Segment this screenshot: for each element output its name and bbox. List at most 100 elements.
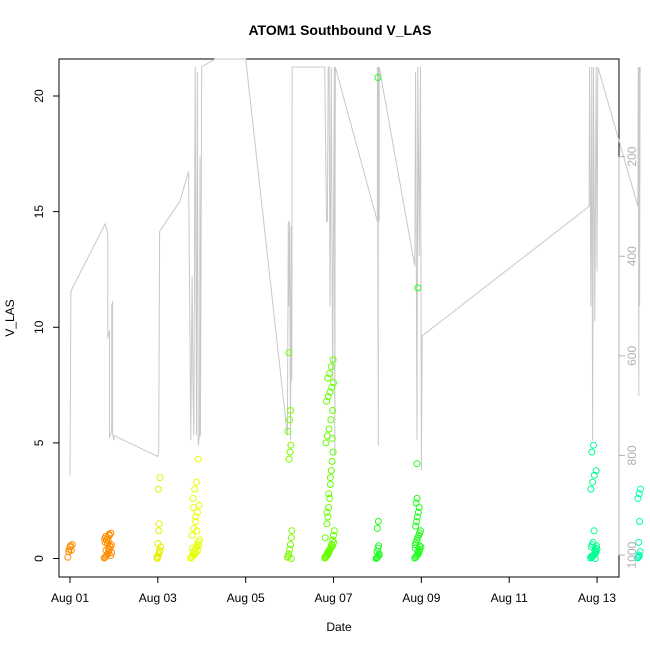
trace-line	[69, 58, 641, 476]
data-point	[589, 538, 597, 546]
data-point	[324, 513, 332, 521]
data-point	[155, 520, 163, 528]
data-point	[415, 546, 423, 554]
data-point	[329, 448, 337, 456]
data-point	[374, 74, 382, 81]
data-point	[326, 388, 334, 396]
data-point	[413, 460, 421, 468]
data-point	[155, 527, 163, 535]
data-point	[192, 518, 200, 525]
y2-tick-label: 800	[625, 445, 639, 465]
x-tick-label: Aug 09	[402, 591, 440, 605]
data-point	[413, 513, 421, 521]
data-point	[590, 527, 598, 535]
data-point	[193, 478, 200, 486]
x-tick-label: Aug 07	[314, 591, 352, 605]
data-point	[592, 467, 600, 475]
data-point	[153, 555, 161, 562]
data-point	[330, 531, 337, 539]
x-tick-label: Aug 05	[227, 591, 265, 605]
data-point	[636, 548, 644, 556]
y-tick-label: 15	[32, 205, 46, 219]
x-axis-label: Date	[326, 620, 352, 634]
data-point	[283, 553, 291, 561]
y-tick-label: 10	[32, 320, 46, 334]
data-point	[191, 485, 199, 493]
data-point	[587, 485, 595, 493]
data-point	[330, 538, 338, 546]
chart-title: ATOM1 Southbound V_LAS	[248, 22, 431, 38]
data-point	[323, 520, 331, 528]
data-point	[323, 508, 331, 516]
data-point	[285, 349, 293, 357]
data-point	[286, 448, 294, 456]
data-point	[327, 363, 335, 371]
data-point	[416, 542, 424, 550]
data-point	[591, 550, 599, 558]
data-point	[288, 527, 296, 535]
data-point	[589, 552, 597, 560]
data-point	[326, 481, 334, 488]
data-point	[414, 284, 422, 292]
x-tick-label: Aug 11	[491, 591, 528, 605]
data-point	[329, 407, 337, 414]
data-point	[325, 425, 333, 433]
data-point	[188, 531, 196, 539]
data-points-layer	[64, 74, 644, 562]
y2-tick-label: 600	[625, 346, 639, 366]
data-point	[326, 494, 334, 502]
y-axis-left: 0 5 10 15 20	[32, 89, 60, 562]
data-point	[329, 542, 337, 550]
data-point	[156, 474, 164, 482]
data-point	[589, 478, 597, 486]
data-point	[106, 552, 114, 560]
data-point	[64, 553, 72, 561]
data-point	[374, 518, 382, 525]
data-point	[328, 457, 336, 465]
data-point	[635, 551, 643, 559]
data-point	[635, 490, 643, 498]
data-point	[287, 407, 294, 414]
data-point	[588, 448, 596, 456]
data-point	[189, 494, 197, 502]
y-tick-label: 20	[32, 89, 46, 103]
data-point	[107, 529, 115, 537]
data-point	[328, 541, 336, 549]
data-point	[193, 527, 201, 535]
data-point	[325, 546, 333, 554]
data-point	[287, 441, 295, 449]
data-point	[287, 541, 294, 549]
data-point	[590, 441, 597, 449]
data-point	[590, 471, 598, 479]
data-point	[105, 530, 113, 538]
data-point	[375, 542, 383, 550]
data-point	[323, 397, 330, 405]
data-point	[330, 379, 337, 387]
data-point	[192, 549, 200, 557]
y2-tick-label: 400	[625, 246, 639, 266]
data-point	[287, 555, 295, 562]
data-point	[189, 544, 196, 552]
data-point	[593, 542, 601, 550]
data-point	[414, 508, 422, 516]
data-point	[193, 508, 201, 516]
data-point	[412, 522, 420, 530]
data-point	[324, 374, 332, 382]
data-point	[330, 527, 338, 535]
data-point	[328, 383, 336, 391]
data-point	[325, 504, 333, 512]
data-point	[68, 541, 76, 549]
data-point	[634, 494, 642, 502]
data-point	[327, 416, 335, 424]
data-point	[195, 542, 203, 550]
data-point	[194, 455, 202, 463]
data-point	[156, 548, 164, 556]
data-point	[375, 551, 383, 559]
trace-line-layer	[69, 58, 641, 476]
data-point	[154, 540, 162, 547]
data-point	[328, 434, 336, 442]
data-point	[284, 427, 292, 435]
data-point	[322, 552, 330, 560]
data-point	[325, 490, 333, 498]
